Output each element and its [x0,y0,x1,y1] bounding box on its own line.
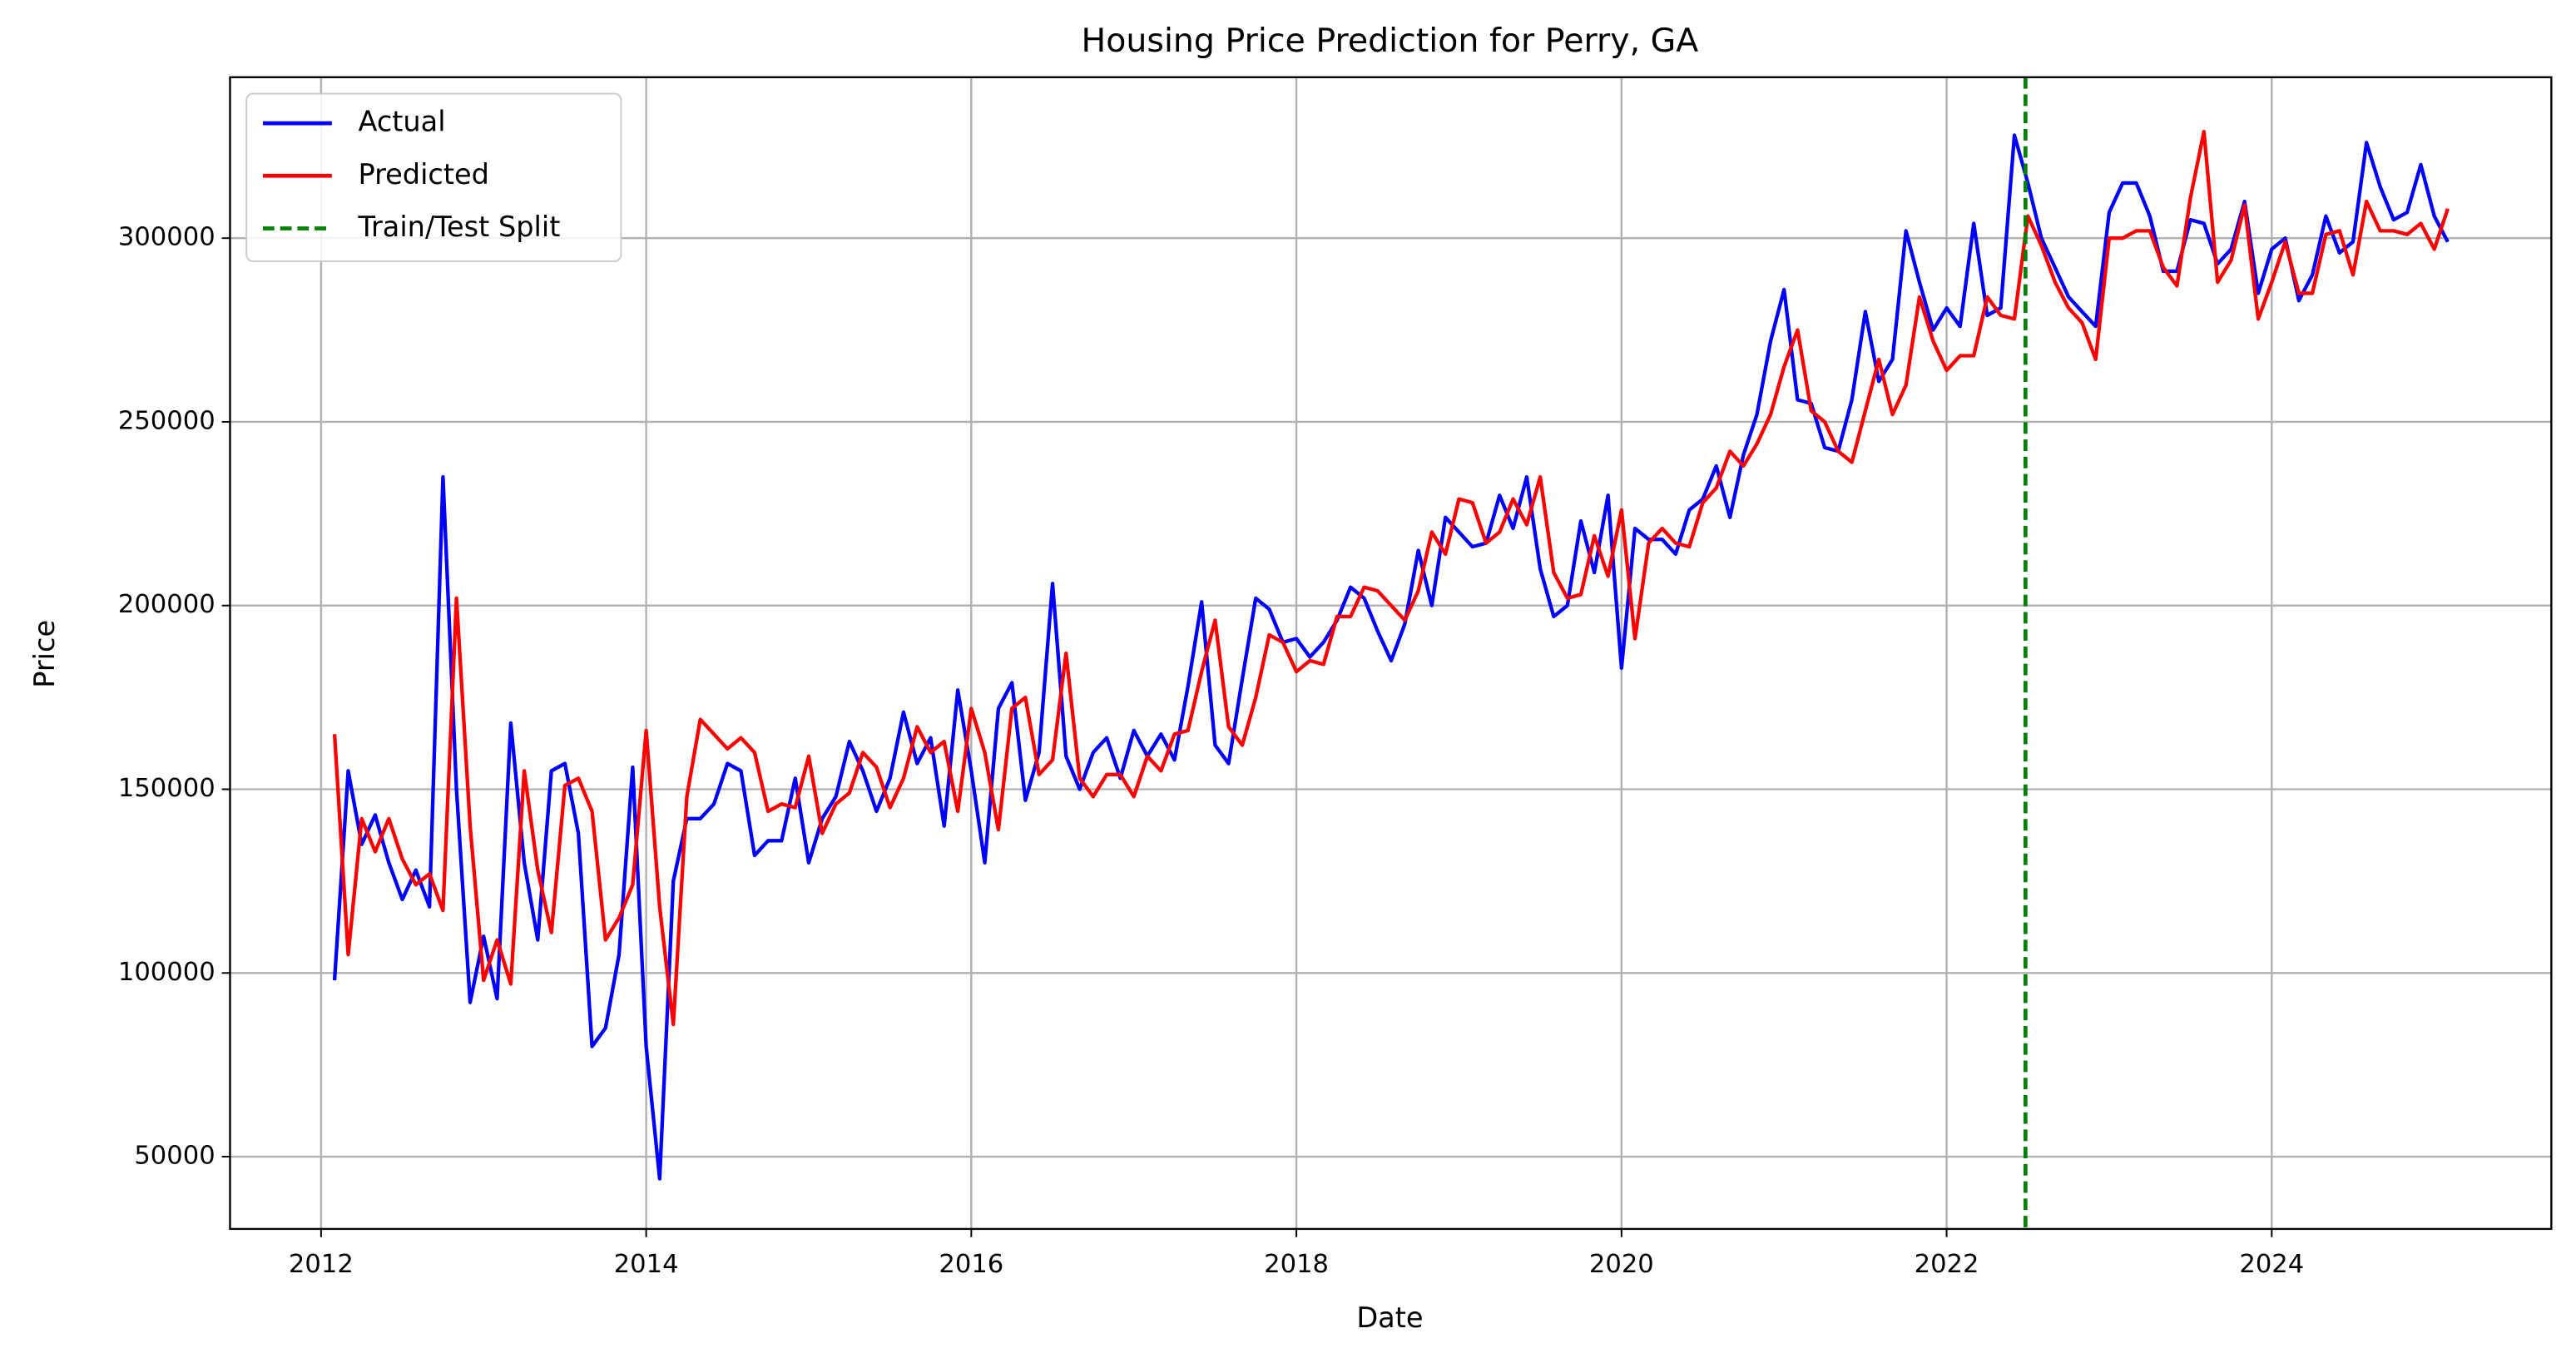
x-tick-label: 2012 [289,1250,354,1279]
legend-box [245,92,622,262]
y-tick-label: 150000 [118,774,215,803]
legend-label: Train/Test Split [357,211,560,243]
x-axis-label: Date [1356,1301,1423,1334]
plot-frame [229,76,2553,1231]
y-axis-label: Price [28,620,61,688]
x-tick-label: 2020 [1589,1250,1654,1279]
x-tick-label: 2024 [2239,1250,2304,1279]
y-tick-label: 300000 [118,223,215,252]
legend-label: Predicted [358,158,488,191]
x-tick-label: 2016 [939,1250,1003,1279]
y-tick-label: 200000 [118,590,215,619]
x-tick-label: 2018 [1264,1250,1329,1279]
legend-label: Actual [358,106,445,138]
x-tick-label: 2022 [1915,1250,1979,1279]
line-series [332,129,2450,1027]
x-tick-label: 2014 [614,1250,679,1279]
y-tick-label: 250000 [118,406,215,435]
y-tick-label: 100000 [118,958,215,987]
chart-title: Housing Price Prediction for Perry, GA [1082,22,1699,60]
y-tick-label: 50000 [134,1142,215,1171]
